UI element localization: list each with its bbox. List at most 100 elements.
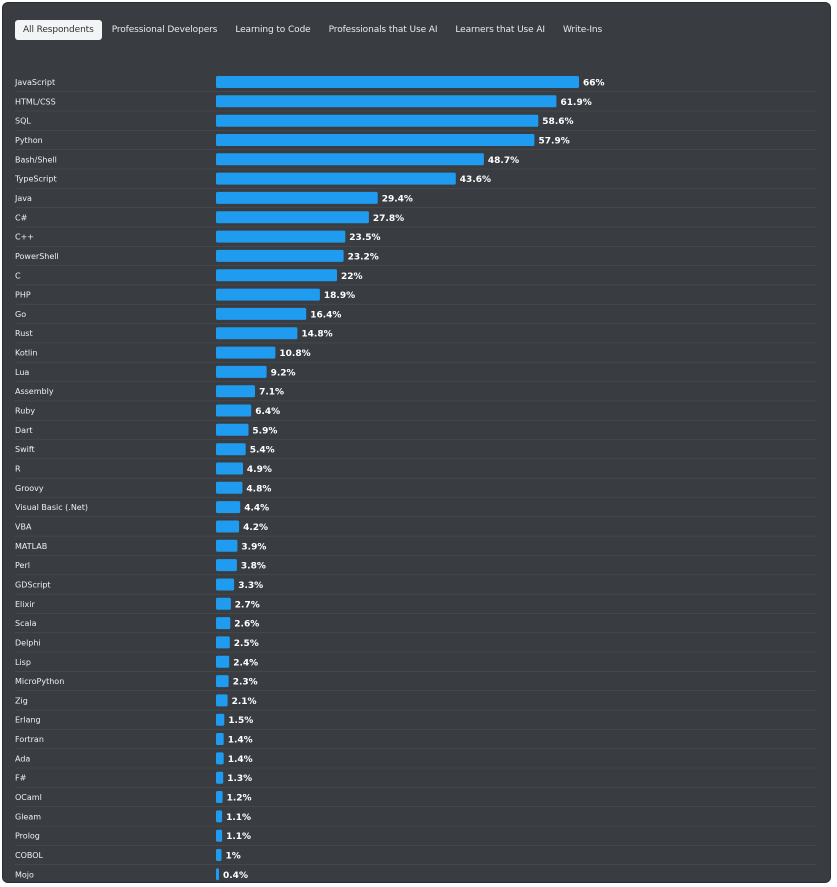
bar[interactable] (216, 211, 369, 224)
value-label: 3.8% (241, 562, 266, 572)
bar[interactable] (216, 675, 229, 688)
category-label: C# (15, 213, 28, 222)
bar[interactable] (216, 327, 298, 340)
bar[interactable] (216, 134, 535, 146)
category-label: GDScript (15, 581, 51, 590)
tab-professionals-that-use-ai[interactable]: Professionals that Use AI (328, 25, 438, 35)
bar[interactable] (216, 443, 246, 456)
category-label: Lisp (15, 658, 31, 667)
value-label: 2.7% (235, 600, 260, 610)
bar[interactable] (216, 76, 579, 88)
value-label: 27.8% (373, 214, 404, 224)
value-label: 2.4% (233, 658, 258, 668)
category-label: Prolog (15, 832, 40, 841)
category-label: TypeScript (14, 175, 57, 184)
value-label: 16.4% (310, 310, 341, 320)
category-label: R (15, 465, 21, 474)
category-label: MicroPython (15, 677, 64, 686)
category-label: Kotlin (15, 349, 37, 358)
bar[interactable] (216, 95, 557, 108)
bar[interactable] (216, 153, 484, 166)
bar[interactable] (216, 114, 539, 127)
bar[interactable] (216, 752, 224, 765)
category-label: PowerShell (15, 252, 59, 261)
bar[interactable] (216, 172, 456, 185)
bar[interactable] (216, 191, 378, 204)
value-label: 1.1% (226, 832, 251, 842)
bar[interactable] (216, 288, 320, 301)
category-label: COBOL (15, 851, 44, 860)
value-label: 5.9% (252, 426, 277, 436)
value-label: 18.9% (324, 291, 355, 301)
category-label: Go (15, 310, 26, 319)
bar[interactable] (216, 829, 223, 842)
bar[interactable] (216, 636, 230, 649)
bar[interactable] (216, 539, 238, 552)
bar[interactable] (216, 481, 243, 494)
bar[interactable] (216, 385, 255, 398)
bar[interactable] (216, 501, 241, 514)
value-label: 4.4% (244, 504, 269, 514)
bar[interactable] (216, 694, 228, 707)
tab-write-ins[interactable]: Write-Ins (562, 25, 603, 35)
value-label: 4.8% (246, 484, 271, 494)
bar[interactable] (216, 365, 267, 378)
value-label: 66% (583, 79, 605, 89)
category-label: Mojo (15, 870, 34, 879)
category-label: C (15, 271, 21, 280)
category-label: Rust (15, 329, 33, 338)
value-label: 7.1% (259, 388, 284, 398)
tab-learning-to-code[interactable]: Learning to Code (235, 25, 311, 35)
value-label: 23.5% (349, 233, 380, 243)
bar[interactable] (216, 655, 230, 668)
value-label: 22% (341, 272, 363, 282)
bar[interactable] (216, 249, 344, 262)
tab-bar: All Respondents Professional Developers … (15, 20, 612, 40)
bar[interactable] (216, 713, 225, 726)
value-label: 1.5% (228, 716, 253, 726)
category-label: Perl (15, 561, 30, 570)
category-label: Java (14, 194, 32, 203)
value-label: 58.6% (542, 117, 573, 127)
category-label: Elixir (15, 600, 35, 609)
value-label: 1.4% (228, 755, 253, 765)
value-label: 43.6% (460, 175, 491, 185)
category-label: Bash/Shell (15, 155, 57, 164)
bar[interactable] (216, 462, 243, 475)
bar[interactable] (216, 597, 231, 610)
value-label: 23.2% (348, 252, 379, 262)
value-label: 1.1% (226, 813, 251, 823)
value-label: 3.3% (238, 581, 263, 591)
bar[interactable] (216, 810, 223, 823)
bar[interactable] (216, 559, 237, 572)
category-label: Dart (15, 426, 33, 435)
tab-learners-that-use-ai[interactable]: Learners that Use AI (455, 25, 545, 35)
value-label: 1.2% (227, 794, 252, 804)
value-label: 61.9% (561, 98, 592, 108)
bar[interactable] (216, 578, 235, 591)
bar[interactable] (216, 868, 219, 881)
category-label: Erlang (15, 716, 41, 725)
bar[interactable] (216, 520, 240, 533)
bar[interactable] (216, 269, 337, 282)
bar[interactable] (216, 771, 224, 784)
bar[interactable] (216, 230, 346, 243)
bar[interactable] (216, 307, 307, 320)
bar[interactable] (216, 423, 249, 436)
value-label: 1% (226, 852, 241, 862)
category-label: OCaml (15, 793, 42, 802)
category-label: Delphi (15, 638, 41, 647)
tab-professional-developers[interactable]: Professional Developers (111, 25, 218, 35)
category-label: F# (15, 774, 27, 783)
bar[interactable] (216, 404, 252, 417)
category-label: Visual Basic (.Net) (15, 503, 88, 512)
bar[interactable] (216, 733, 224, 745)
bar[interactable] (216, 617, 231, 630)
tab-all-respondents[interactable]: All Respondents (15, 20, 102, 40)
bar[interactable] (216, 346, 276, 359)
bar-chart: JavaScript 66% HTML/CSS 61.9% SQL 58.6% Python… (14, 76, 816, 881)
value-label: 2.6% (234, 620, 259, 630)
bar[interactable] (216, 849, 222, 861)
bar[interactable] (216, 791, 223, 803)
